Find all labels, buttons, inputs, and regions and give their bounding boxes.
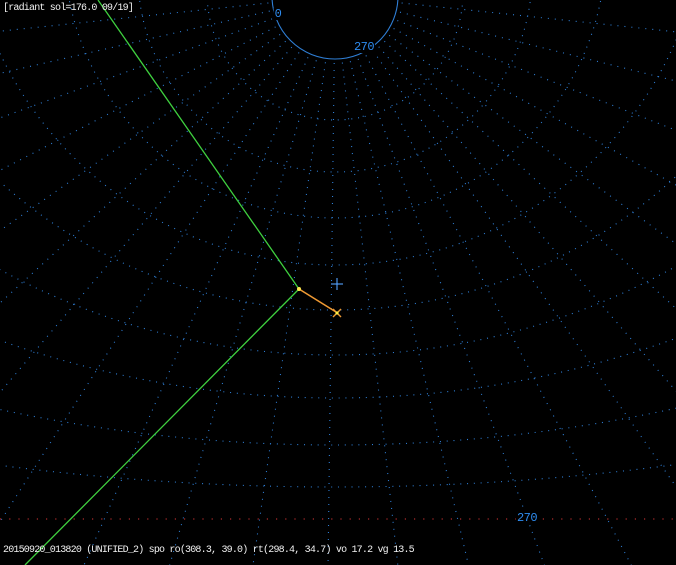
parallel-arc (68, 0, 602, 219)
meridian-line (397, 20, 676, 131)
parallel-arc (0, 337, 676, 399)
meridian-line (384, 40, 676, 310)
grid-label-ra-270: 270 (352, 40, 376, 54)
parallel-arc (0, 463, 676, 487)
radiant-info-label: [radiant sol=176.0 09/19] (3, 3, 134, 14)
meridian-line (401, 2, 676, 33)
meridian-line (0, 26, 276, 172)
meteor-path-line (97, 0, 300, 290)
grid-label-ra-0: 0 (273, 7, 283, 21)
meridian-line (0, 40, 286, 304)
observed-trail-line (298, 288, 337, 313)
meridian-line (327, 62, 335, 565)
meridian-line (357, 58, 545, 565)
meridian-line (365, 55, 632, 565)
meridian-line (0, 52, 300, 523)
meridian-line (0, 2, 269, 32)
parallel-arc (206, 0, 464, 121)
meridian-line (0, 10, 270, 74)
parallels-grid (0, 0, 676, 487)
meridian-line (0, 33, 281, 232)
meteor-path-line (24, 288, 300, 565)
parallel-arc (0, 175, 676, 311)
grid-label-ecliptic-270: 270 (515, 511, 539, 525)
meridian-line (252, 62, 326, 565)
parallel-arc (0, 265, 676, 356)
meridian-line (393, 28, 676, 186)
meridian-line (378, 46, 676, 392)
parallel-arc (0, 407, 676, 446)
meridian-line (388, 34, 676, 245)
meridian-line (169, 60, 317, 565)
meridian-line (372, 50, 676, 488)
meridian-line (399, 11, 676, 82)
meridian-line (83, 57, 309, 565)
reference-cross-marker (331, 278, 343, 290)
parallel-arc (0, 38, 676, 266)
direction-arrow-marker (332, 308, 342, 318)
solid-parallel-circle (271, 0, 399, 60)
meridian-line (0, 18, 273, 119)
meridian-line (341, 62, 399, 565)
parallel-arc (139, 0, 531, 173)
meridian-line (0, 46, 293, 394)
meridian-line (349, 61, 470, 565)
arrow-core (335, 311, 339, 315)
radiant-dot (297, 287, 301, 291)
observation-status-label: 20150920_013820 (UNIFIED_2) spo ro(308.3… (3, 545, 415, 556)
